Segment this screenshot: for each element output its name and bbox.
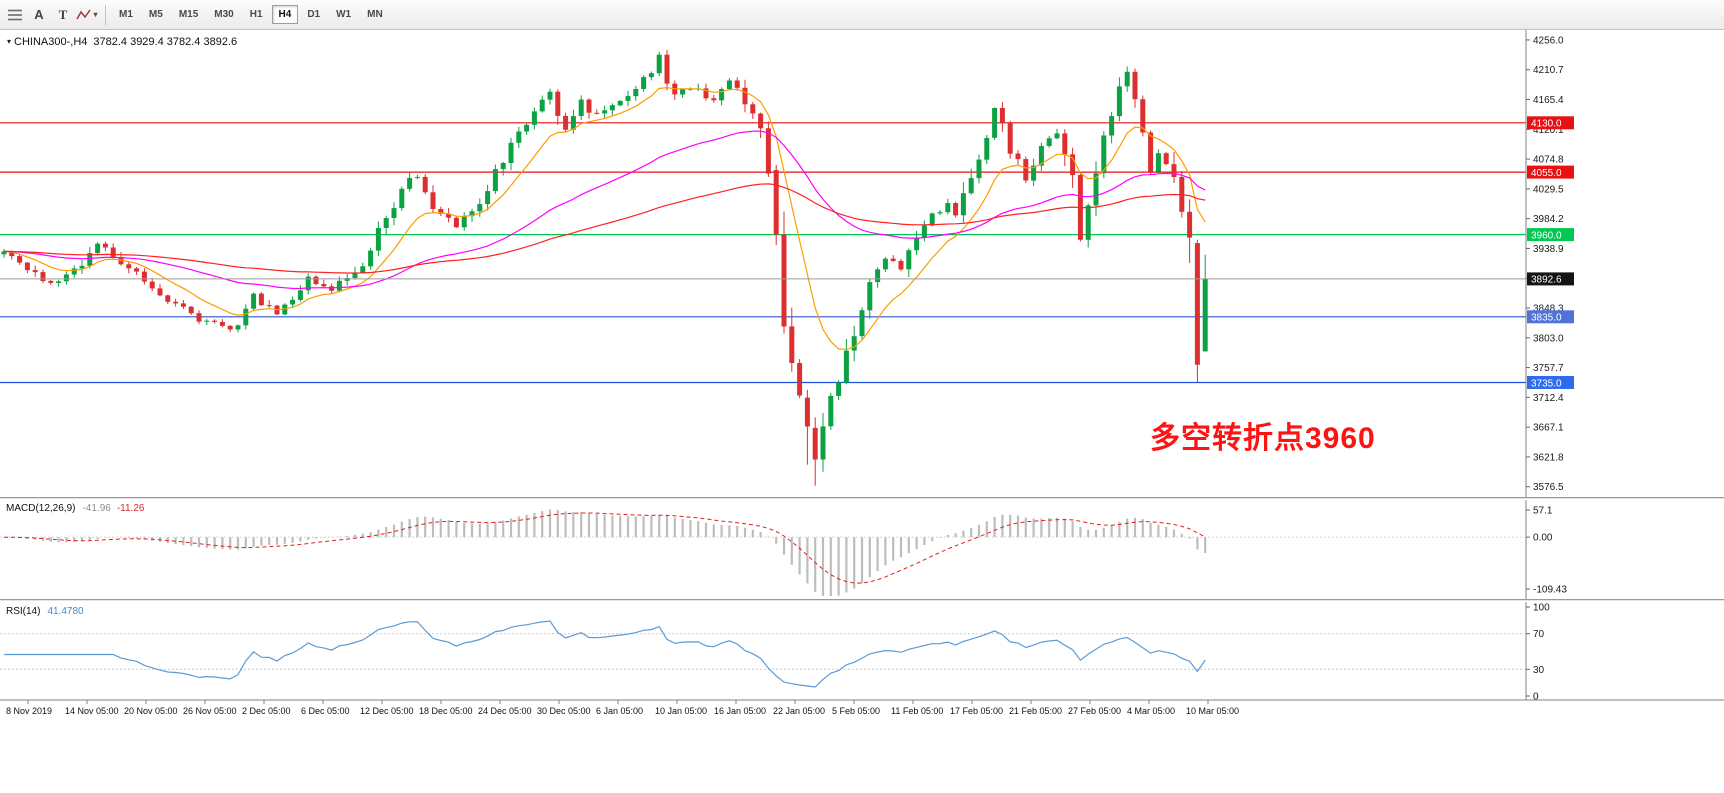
svg-text:16 Jan 05:00: 16 Jan 05:00	[714, 706, 766, 716]
timeframe-button-h1[interactable]: H1	[243, 5, 270, 24]
timeframe-button-m30[interactable]: M30	[207, 5, 240, 24]
svg-text:5 Feb 05:00: 5 Feb 05:00	[832, 706, 880, 716]
toolbar-separator	[105, 4, 106, 25]
svg-text:100: 100	[1533, 603, 1550, 614]
ma-line-110	[3, 183, 1206, 274]
svg-text:10 Jan 05:00: 10 Jan 05:00	[655, 706, 707, 716]
rsi-line	[4, 620, 1206, 688]
macd-panel: 57.1 0.00 -109.43	[0, 506, 1567, 596]
time-axis[interactable]: 8 Nov 2019 14 Nov 05:00 20 Nov 05:00 26 Nov…	[0, 699, 1724, 716]
svg-text:-109.43: -109.43	[1533, 585, 1567, 596]
svg-text:3667.1: 3667.1	[1533, 423, 1564, 434]
svg-text:3621.8: 3621.8	[1533, 452, 1564, 463]
macd-signal-line	[4, 512, 1206, 584]
svg-text:4256.0: 4256.0	[1533, 35, 1564, 46]
svg-text:30: 30	[1533, 665, 1545, 676]
svg-text:11 Feb 05:00: 11 Feb 05:00	[891, 706, 943, 716]
svg-text:0: 0	[1533, 692, 1539, 703]
svg-text:4120.1: 4120.1	[1533, 125, 1564, 136]
svg-text:14 Nov 05:00: 14 Nov 05:00	[65, 706, 119, 716]
svg-text:3938.9: 3938.9	[1533, 244, 1564, 255]
svg-text:3984.2: 3984.2	[1533, 214, 1564, 225]
svg-text:2 Dec 05:00: 2 Dec 05:00	[242, 706, 291, 716]
ma-line-45	[3, 130, 1206, 290]
timeframe-button-w1[interactable]: W1	[329, 5, 358, 24]
svg-text:8 Nov 2019: 8 Nov 2019	[6, 706, 52, 716]
svg-text:30 Dec 05:00: 30 Dec 05:00	[537, 706, 591, 716]
text-label-glyph: T	[58, 6, 68, 22]
svg-text:57.1: 57.1	[1533, 506, 1553, 517]
candlesticks	[1, 49, 1208, 486]
dropdown-caret-icon: ▾	[93, 10, 98, 19]
svg-text:12 Dec 05:00: 12 Dec 05:00	[360, 706, 414, 716]
price-axis[interactable]: 4256.0 4210.7 4165.4 4120.1 4074.8 4029.5 3984…	[1525, 30, 1574, 700]
svg-text:3835.0: 3835.0	[1531, 313, 1562, 324]
timeframe-button-h4[interactable]: H4	[271, 5, 299, 24]
svg-text:0.00: 0.00	[1533, 533, 1553, 544]
svg-text:27 Feb 05:00: 27 Feb 05:00	[1068, 706, 1121, 716]
timeframe-button-m5[interactable]: M5	[142, 5, 170, 24]
timeframe-button-mn[interactable]: MN	[360, 5, 390, 24]
svg-text:4165.4: 4165.4	[1533, 95, 1564, 106]
main-toolbar: A T ▾ M1 M5 M15 M30 H1 H4 D1 W1 MN	[0, 0, 1724, 30]
svg-text:70: 70	[1533, 629, 1545, 640]
svg-text:3735.0: 3735.0	[1531, 378, 1562, 389]
chart-background	[0, 30, 1724, 793]
svg-text:3892.6: 3892.6	[1531, 275, 1562, 286]
timeframe-button-m1[interactable]: M1	[112, 5, 140, 24]
ma-line-10	[3, 86, 1206, 350]
svg-text:4130.0: 4130.0	[1531, 119, 1562, 130]
svg-text:4074.8: 4074.8	[1533, 155, 1564, 166]
price-badge	[1527, 376, 1574, 389]
svg-text:3757.7: 3757.7	[1533, 363, 1564, 374]
price-badge	[1527, 116, 1574, 130]
svg-text:3712.4: 3712.4	[1533, 393, 1564, 404]
svg-text:10 Mar 05:00: 10 Mar 05:00	[1186, 706, 1239, 716]
svg-text:6 Dec 05:00: 6 Dec 05:00	[301, 706, 350, 716]
list-icon[interactable]	[3, 3, 27, 27]
svg-text:3960.0: 3960.0	[1531, 230, 1562, 241]
svg-text:18 Dec 05:00: 18 Dec 05:00	[419, 706, 473, 716]
svg-text:24 Dec 05:00: 24 Dec 05:00	[478, 706, 532, 716]
timeframe-group: M1 M5 M15 M30 H1 H4 D1 W1 MN	[112, 5, 390, 24]
svg-text:22 Jan 05:00: 22 Jan 05:00	[773, 706, 825, 716]
price-badge	[1527, 310, 1574, 324]
drawing-tools-icon[interactable]: ▾	[75, 3, 99, 27]
svg-text:4055.0: 4055.0	[1531, 168, 1562, 179]
panel-separator[interactable]	[0, 497, 1724, 500]
svg-text:6 Jan 05:00: 6 Jan 05:00	[596, 706, 643, 716]
text-label-icon[interactable]: T	[51, 3, 75, 27]
svg-text:4029.5: 4029.5	[1533, 184, 1564, 195]
price-badge	[1527, 272, 1574, 286]
price-badge	[1527, 228, 1574, 242]
svg-text:3576.5: 3576.5	[1533, 482, 1564, 493]
rsi-panel: 100 70 30 0	[0, 603, 1550, 703]
horizontal-level-lines	[0, 122, 1526, 384]
text-annotation-icon[interactable]: A	[27, 3, 51, 27]
svg-text:20 Nov 05:00: 20 Nov 05:00	[124, 706, 178, 716]
svg-text:4 Mar 05:00: 4 Mar 05:00	[1127, 706, 1175, 716]
svg-text:3848.3: 3848.3	[1533, 304, 1564, 315]
timeframe-button-d1[interactable]: D1	[300, 5, 327, 24]
svg-text:21 Feb 05:00: 21 Feb 05:00	[1009, 706, 1062, 716]
text-annotation-glyph: A	[34, 7, 44, 22]
panel-separator[interactable]	[0, 599, 1724, 602]
timeframe-button-m15[interactable]: M15	[172, 5, 205, 24]
svg-text:17 Feb 05:00: 17 Feb 05:00	[950, 706, 1003, 716]
svg-text:3803.0: 3803.0	[1533, 333, 1564, 344]
svg-text:26 Nov 05:00: 26 Nov 05:00	[183, 706, 237, 716]
price-badge	[1527, 165, 1574, 179]
svg-text:4210.7: 4210.7	[1533, 65, 1564, 76]
